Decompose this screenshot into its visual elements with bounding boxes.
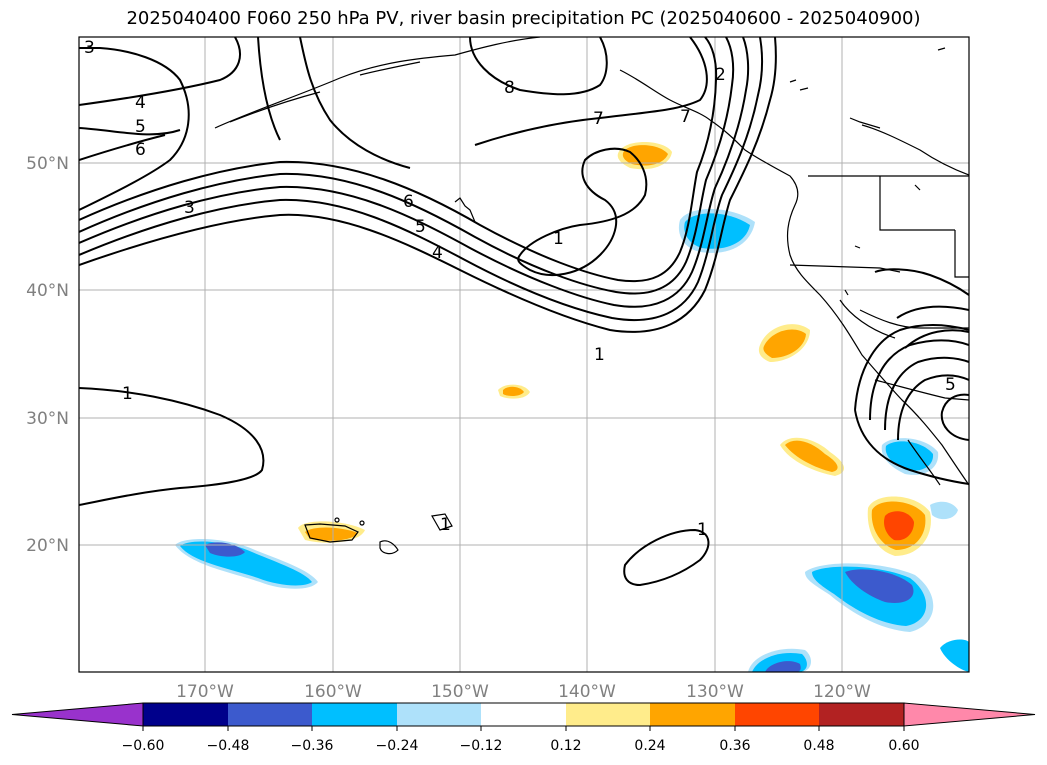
- contour-label: 5: [135, 117, 146, 137]
- contour-label: 7: [680, 107, 691, 127]
- colorbar: −0.60 −0.48 −0.36 −0.24 −0.12 0.12 0.24 …: [11, 702, 1036, 754]
- colorbar-segment: [228, 703, 312, 726]
- colorbar-segment: [650, 703, 735, 726]
- lat-tick-label: 50°N: [26, 154, 69, 174]
- lon-tick-label: 160°W: [304, 682, 362, 702]
- lon-tick-label: 140°W: [558, 682, 616, 702]
- map-title: 2025040400 F060 250 hPa PV, river basin …: [126, 8, 921, 29]
- contour-label: 1: [697, 520, 708, 540]
- lat-tick-label: 20°N: [26, 536, 69, 556]
- lon-tick-label: 150°W: [431, 682, 489, 702]
- contour-label: 5: [945, 375, 956, 395]
- latitude-labels: 50°N 40°N 30°N 20°N: [26, 154, 69, 556]
- contour-label: 3: [84, 38, 95, 58]
- colorbar-segment: [566, 703, 650, 726]
- colorbar-tick-label: 0.24: [634, 738, 665, 754]
- colorbar-tick-label: −0.48: [207, 738, 250, 754]
- colorbar-tick-label: −0.60: [122, 738, 165, 754]
- contour-label: 3: [184, 198, 195, 218]
- contour-label: 1: [122, 384, 133, 404]
- pv-contours: [79, 37, 969, 587]
- lat-tick-label: 40°N: [26, 281, 69, 301]
- contour-label: 6: [403, 192, 414, 212]
- colorbar-tick-label: −0.24: [376, 738, 419, 754]
- lon-tick-label: 120°W: [813, 682, 871, 702]
- contour-label: 4: [135, 93, 146, 113]
- colorbar-segment: [397, 703, 481, 726]
- map-frame: [78, 36, 970, 673]
- contour-label: 1: [594, 345, 605, 365]
- lon-tick-label: 170°W: [176, 682, 234, 702]
- contour-label: 8: [504, 78, 515, 98]
- colorbar-segment: [143, 703, 228, 726]
- lat-tick-label: 30°N: [26, 409, 69, 429]
- colorbar-extend-left: [11, 702, 144, 727]
- colorbar-segment: [819, 703, 904, 726]
- contour-label: 7: [593, 109, 604, 129]
- contour-labels: 3 4 5 6 3 6 5 4 8 7 2 7 1 1 1 1 1 5: [84, 38, 956, 540]
- colorbar-segment: [735, 703, 819, 726]
- contour-label: 1: [440, 515, 451, 535]
- colorbar-tick-label: 0.60: [888, 738, 919, 754]
- colorbar-extend-right: [903, 702, 1036, 727]
- colorbar-segment: [312, 703, 397, 726]
- contour-label: 2: [715, 65, 726, 85]
- longitude-labels: 170°W 160°W 150°W 140°W 130°W 120°W: [176, 682, 871, 702]
- lon-tick-label: 130°W: [686, 682, 744, 702]
- graticule: [79, 37, 969, 672]
- colorbar-tick-label: 0.36: [719, 738, 750, 754]
- contour-label: 6: [135, 140, 146, 160]
- colorbar-ticks: [142, 726, 905, 731]
- contour-label: 5: [415, 217, 426, 237]
- contour-label: 1: [553, 229, 564, 249]
- colorbar-tick-label: −0.12: [460, 738, 503, 754]
- colorbar-segment: [481, 703, 566, 726]
- colorbar-tick-label: 0.48: [803, 738, 834, 754]
- colorbar-tick-label: −0.36: [291, 738, 334, 754]
- colorbar-tick-label: 0.12: [550, 738, 581, 754]
- colorbar-outline: [142, 702, 905, 727]
- contour-label: 4: [432, 243, 443, 263]
